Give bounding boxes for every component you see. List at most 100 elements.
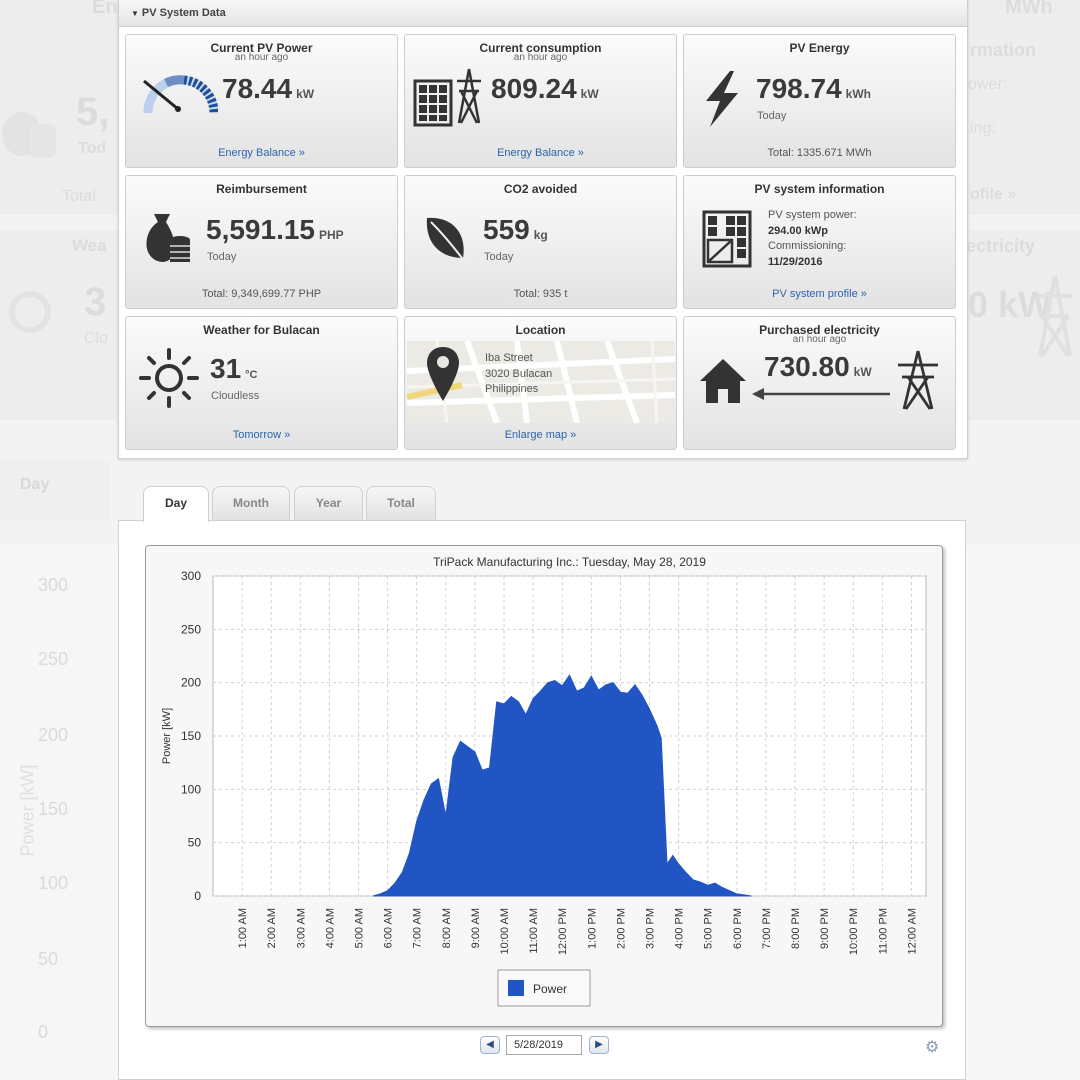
next-day-button[interactable]: ▶ bbox=[589, 1036, 609, 1054]
tile-title: Reimbursement bbox=[216, 182, 307, 196]
tile-unit: kW bbox=[296, 87, 315, 101]
tile-unit: PHP bbox=[319, 228, 344, 242]
y-tick-label: 200 bbox=[181, 676, 201, 690]
ghost-band-right3 bbox=[966, 545, 1080, 1080]
pv-system-power-value: 294.00 kWp bbox=[768, 224, 828, 237]
x-tick-label: 6:00 AM bbox=[383, 908, 395, 948]
address-line: 3020 Bulacan bbox=[485, 367, 553, 380]
x-tick-label: 3:00 PM bbox=[645, 908, 657, 949]
tile-value: 809.24 bbox=[491, 73, 577, 104]
ghost-text: ing: bbox=[970, 120, 996, 137]
tile-value: 31 bbox=[210, 353, 242, 384]
tab-month[interactable]: Month bbox=[212, 486, 290, 520]
energy-balance-link[interactable]: Energy Balance » bbox=[497, 147, 584, 159]
ghost-text: 5, bbox=[76, 90, 110, 134]
ghost-axis-value: 300 bbox=[38, 575, 69, 595]
tile-note: Today bbox=[757, 110, 787, 122]
ghost-band-left bbox=[0, 0, 118, 215]
pv-system-data-panel: ▼ PV System Data Current PV Power an hour… bbox=[118, 0, 968, 459]
tile-title: Weather for Bulacan bbox=[203, 323, 320, 337]
ghost-text: Day bbox=[20, 476, 50, 493]
address-line: Philippines bbox=[485, 383, 539, 395]
ghost-tower-icon bbox=[1038, 275, 1072, 358]
location-map[interactable]: Iba Street 3020 Bulacan Philippines bbox=[407, 341, 675, 423]
tile-subtitle: an hour ago bbox=[234, 52, 289, 63]
energy-balance-link[interactable]: Energy Balance » bbox=[218, 147, 305, 159]
x-tick-label: 4:00 PM bbox=[674, 908, 686, 949]
tile-subtitle: an hour ago bbox=[513, 52, 568, 63]
x-tick-label: 6:00 PM bbox=[732, 908, 744, 949]
pv-system-power-label: PV system power: bbox=[768, 209, 857, 221]
x-tick-label: 3:00 AM bbox=[295, 908, 307, 948]
address-line: Iba Street bbox=[485, 352, 533, 364]
location-address: Iba Street 3020 Bulacan Philippines bbox=[485, 351, 552, 398]
tab-total[interactable]: Total bbox=[366, 486, 436, 520]
power-chart: TriPack Manufacturing Inc.: Tuesday, May… bbox=[161, 555, 927, 1007]
x-tick-label: 11:00 AM bbox=[528, 908, 540, 954]
y-tick-label: 300 bbox=[181, 569, 201, 583]
power-tower-icon bbox=[898, 350, 938, 410]
previous-day-button[interactable]: ◀ bbox=[480, 1036, 500, 1054]
tab-day[interactable]: Day bbox=[143, 486, 209, 522]
ghost-axis-value: 100 bbox=[38, 873, 69, 893]
pv-system-profile-link[interactable]: PV system profile » bbox=[772, 288, 867, 300]
x-tick-label: 10:00 PM bbox=[848, 908, 860, 955]
commissioning-label: Commissioning: bbox=[768, 240, 847, 252]
x-tick-label: 1:00 PM bbox=[586, 908, 598, 949]
ghost-text: rmation bbox=[970, 40, 1037, 60]
x-tick-label: 5:00 AM bbox=[354, 908, 366, 948]
tile-pv-energy: PV Energy 798.74 kWh Today Total: 1335.67… bbox=[683, 34, 956, 168]
tile-unit: °C bbox=[245, 369, 258, 381]
ghost-text: Power [kW] bbox=[17, 764, 38, 857]
ghost-axis-value: 0 bbox=[38, 1022, 49, 1042]
y-tick-label: 50 bbox=[188, 836, 202, 850]
legend-swatch bbox=[508, 980, 524, 996]
ghost-text: ower: bbox=[968, 76, 1008, 93]
panel-header[interactable]: ▼ PV System Data bbox=[119, 0, 967, 27]
commissioning-value: 11/29/2016 bbox=[768, 255, 823, 268]
tile-unit: kW bbox=[853, 365, 872, 379]
date-field[interactable]: 5/28/2019 bbox=[506, 1035, 582, 1055]
x-tick-label: 1:00 AM bbox=[237, 908, 249, 948]
panel-title: PV System Data bbox=[141, 7, 226, 19]
ghost-axis-value: 200 bbox=[38, 725, 69, 745]
tile-title: CO2 avoided bbox=[503, 182, 578, 196]
x-tick-label: 2:00 PM bbox=[615, 908, 627, 949]
tab-year[interactable]: Year bbox=[294, 486, 363, 520]
tile-title: PV Energy bbox=[789, 41, 850, 55]
ghost-text: 0 kW bbox=[968, 284, 1053, 325]
tile-note: Cloudless bbox=[211, 390, 260, 402]
x-tick-label: 7:00 AM bbox=[412, 908, 424, 948]
tile-title: Current consumption bbox=[479, 41, 602, 55]
tile-total: Total: 9,349,699.77 PHP bbox=[201, 288, 322, 300]
ghost-band-left3 bbox=[0, 545, 118, 1080]
gauge-icon bbox=[143, 75, 218, 114]
money-bag-icon bbox=[146, 214, 190, 262]
enlarge-map-link[interactable]: Enlarge map » bbox=[504, 429, 577, 441]
tile-note: Today bbox=[484, 251, 514, 263]
x-tick-label: 12:00 PM bbox=[557, 908, 569, 955]
x-tick-label: 9:00 PM bbox=[819, 908, 831, 949]
ghost-sun-icon bbox=[9, 291, 51, 333]
x-tick-label: 7:00 PM bbox=[761, 908, 773, 949]
x-tick-label: 11:00 PM bbox=[877, 908, 889, 954]
tile-current-consumption: Current consumption an hour ago 809.24 kW… bbox=[404, 34, 677, 168]
tile-title: Current PV Power bbox=[210, 41, 313, 55]
tile-value: 798.74 bbox=[756, 73, 842, 104]
ghost-axis-value: 150 bbox=[38, 799, 69, 819]
y-tick-label: 150 bbox=[181, 729, 201, 743]
tile-purchased-electricity: Purchased electricity an hour ago 730.80… bbox=[683, 316, 956, 450]
x-tick-label: 12:00 AM bbox=[906, 908, 918, 954]
x-tick-label: 9:00 AM bbox=[470, 908, 482, 948]
ghost-text: En bbox=[92, 0, 118, 18]
tile-value: 730.80 bbox=[764, 351, 850, 382]
tile-unit: kW bbox=[580, 87, 599, 101]
tomorrow-link[interactable]: Tomorrow » bbox=[232, 429, 291, 441]
ghost-text: MWh bbox=[1005, 0, 1053, 18]
tile-value: 5,591.15 bbox=[206, 214, 315, 245]
pv-info-lines: PV system power: 294.00 kWp Commissionin… bbox=[768, 208, 857, 270]
collapse-triangle-icon[interactable]: ▼ bbox=[131, 9, 139, 18]
chart-settings-gear-icon[interactable]: ⚙ bbox=[925, 1039, 940, 1056]
x-tick-label: 5:00 PM bbox=[703, 908, 715, 949]
x-tick-label: 10:00 AM bbox=[499, 908, 511, 954]
